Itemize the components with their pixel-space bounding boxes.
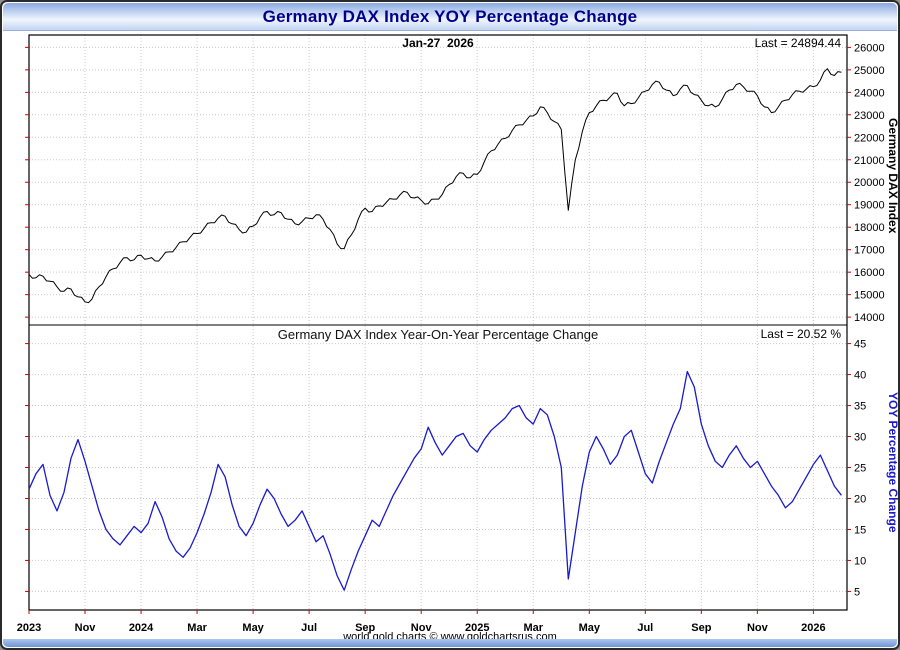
svg-text:16000: 16000 <box>854 267 885 279</box>
svg-text:2026: 2026 <box>801 622 825 634</box>
svg-text:19000: 19000 <box>854 200 885 212</box>
axis-tick-labels: 14000 15000 16000 17000 18000 19000 20000 21000… <box>17 42 885 634</box>
svg-text:May: May <box>242 622 264 634</box>
svg-text:23000: 23000 <box>854 110 885 122</box>
svg-text:20: 20 <box>854 493 866 505</box>
axis-ticks <box>25 46 851 614</box>
svg-text:2024: 2024 <box>129 622 154 634</box>
svg-text:Sep: Sep <box>691 622 711 634</box>
svg-text:5: 5 <box>854 586 860 598</box>
svg-text:45: 45 <box>854 339 866 351</box>
svg-text:Nov: Nov <box>411 622 433 634</box>
svg-text:17000: 17000 <box>854 245 885 257</box>
bottom-accent-bar <box>3 639 897 647</box>
title-bar: Germany DAX Index YOY Percentage Change <box>3 3 897 31</box>
svg-text:30: 30 <box>854 432 866 444</box>
svg-text:Sep: Sep <box>355 622 375 634</box>
plot-border <box>28 34 848 611</box>
svg-text:2023: 2023 <box>17 622 41 634</box>
svg-text:May: May <box>579 622 601 634</box>
svg-text:20000: 20000 <box>854 177 885 189</box>
svg-text:14000: 14000 <box>854 312 885 324</box>
svg-text:Nov: Nov <box>75 622 97 634</box>
svg-text:Jul: Jul <box>301 622 317 634</box>
gridlines <box>28 35 847 610</box>
svg-text:Mar: Mar <box>523 622 543 634</box>
dax-yoy-percentage-change-series <box>28 370 842 591</box>
page-title: Germany DAX Index YOY Percentage Change <box>262 6 638 26</box>
svg-text:25000: 25000 <box>854 65 885 77</box>
svg-text:Mar: Mar <box>187 622 207 634</box>
svg-text:Nov: Nov <box>747 622 769 634</box>
svg-text:21000: 21000 <box>854 155 885 167</box>
germany-dax-index-series <box>28 68 842 304</box>
svg-text:10: 10 <box>854 555 866 567</box>
svg-text:18000: 18000 <box>854 222 885 234</box>
svg-text:26000: 26000 <box>854 42 885 54</box>
svg-text:2025: 2025 <box>465 622 489 634</box>
svg-text:22000: 22000 <box>854 132 885 144</box>
svg-text:15: 15 <box>854 524 866 536</box>
svg-text:15000: 15000 <box>854 290 885 302</box>
svg-text:Jul: Jul <box>637 622 653 634</box>
svg-text:40: 40 <box>854 370 866 382</box>
svg-text:25: 25 <box>854 463 866 475</box>
svg-text:24000: 24000 <box>854 87 885 99</box>
svg-text:35: 35 <box>854 401 866 413</box>
